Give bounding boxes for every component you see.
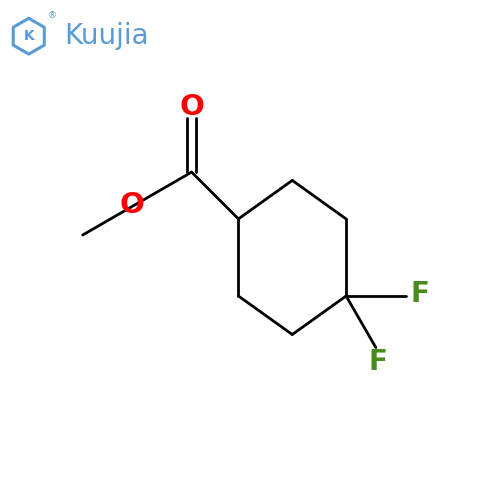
Text: O: O bbox=[120, 191, 144, 219]
Text: O: O bbox=[179, 93, 204, 121]
Text: ®: ® bbox=[48, 12, 57, 20]
Text: F: F bbox=[410, 280, 429, 307]
Text: F: F bbox=[369, 348, 388, 376]
Text: K: K bbox=[24, 29, 34, 43]
Text: Kuujia: Kuujia bbox=[64, 22, 148, 50]
